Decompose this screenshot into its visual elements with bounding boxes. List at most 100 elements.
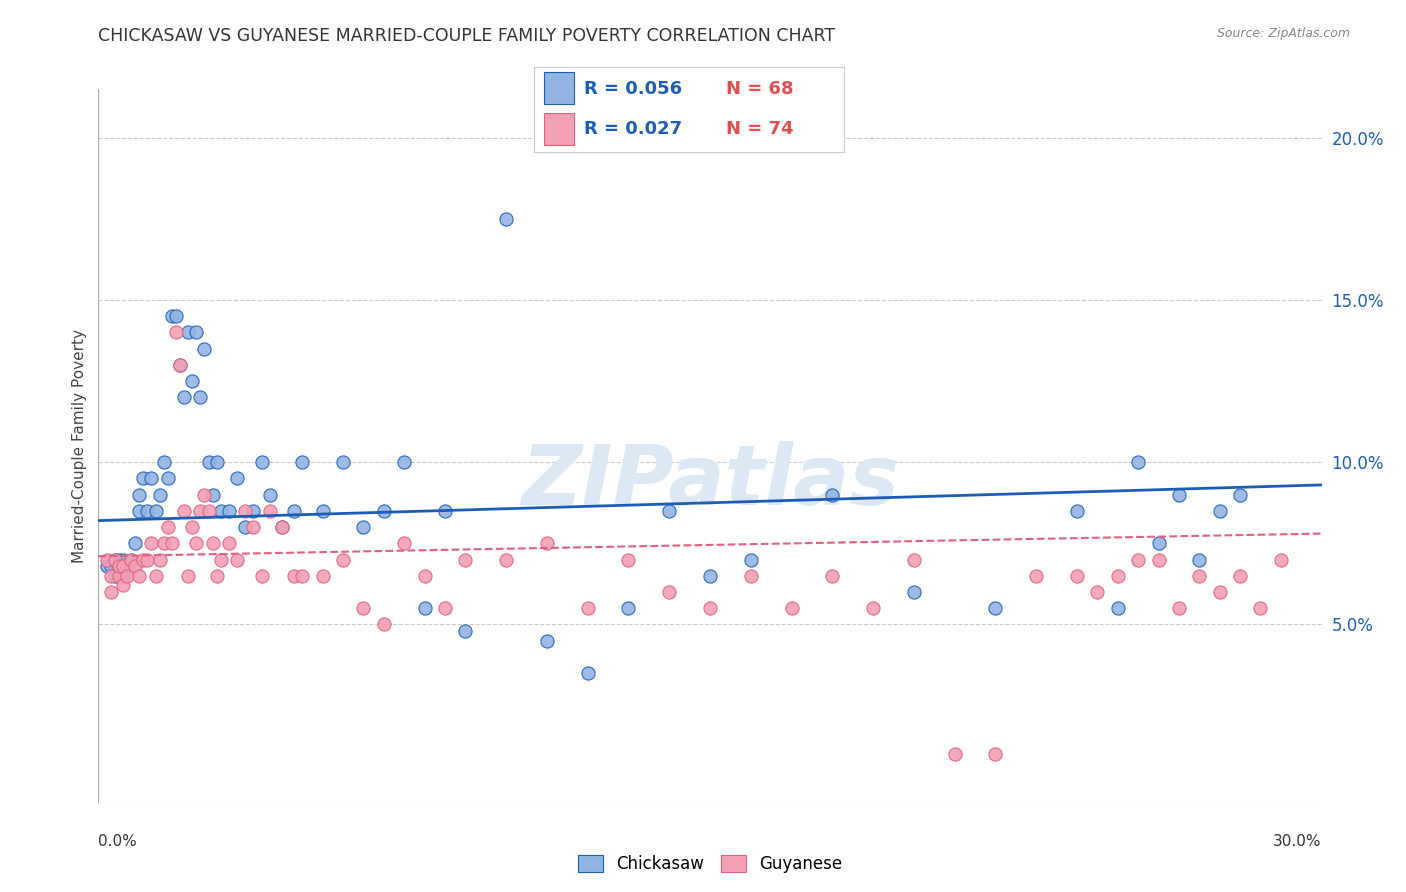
Point: [259, 504, 281, 518]
Point: [1270, 552, 1292, 566]
Text: N = 68: N = 68: [725, 79, 793, 97]
Point: [373, 504, 395, 518]
Point: [903, 552, 925, 566]
Point: [160, 310, 183, 324]
Point: [186, 536, 208, 550]
Point: [1209, 504, 1232, 518]
Point: [108, 559, 131, 574]
Point: [1107, 601, 1129, 615]
Point: [780, 601, 803, 615]
Point: [197, 455, 219, 469]
Text: 0.0%: 0.0%: [98, 834, 138, 849]
Point: [1167, 488, 1189, 502]
Point: [943, 747, 966, 761]
Point: [1025, 568, 1047, 582]
Point: [1229, 488, 1251, 502]
Point: [108, 559, 131, 574]
Point: [617, 601, 640, 615]
Point: [392, 536, 416, 550]
Point: [152, 455, 174, 469]
Legend: Chickasaw, Guyanese: Chickasaw, Guyanese: [571, 848, 849, 880]
Point: [259, 488, 281, 502]
Point: [111, 578, 134, 592]
Point: [100, 585, 122, 599]
Point: [156, 520, 179, 534]
Text: 30.0%: 30.0%: [1274, 834, 1322, 849]
Point: [392, 455, 416, 469]
Point: [132, 471, 155, 485]
Point: [658, 585, 681, 599]
Point: [312, 504, 335, 518]
Point: [699, 601, 721, 615]
Point: [862, 601, 884, 615]
Point: [120, 552, 142, 566]
Point: [145, 504, 167, 518]
Point: [1229, 568, 1251, 582]
Point: [193, 342, 215, 356]
Point: [536, 536, 558, 550]
Point: [205, 455, 228, 469]
Point: [165, 326, 187, 340]
Point: [1128, 552, 1150, 566]
Point: [332, 455, 354, 469]
Point: [352, 520, 374, 534]
Text: R = 0.027: R = 0.027: [583, 120, 682, 138]
Point: [1128, 455, 1150, 469]
Point: [141, 536, 163, 550]
Point: [1167, 601, 1189, 615]
Point: [128, 488, 150, 502]
Point: [156, 471, 179, 485]
Point: [242, 520, 264, 534]
Point: [205, 568, 228, 582]
Point: [250, 568, 273, 582]
Point: [1107, 568, 1129, 582]
Point: [312, 568, 335, 582]
Point: [903, 585, 925, 599]
Point: [226, 552, 249, 566]
Y-axis label: Married-Couple Family Poverty: Married-Couple Family Poverty: [72, 329, 87, 563]
Point: [699, 568, 721, 582]
Point: [104, 552, 127, 566]
Point: [188, 504, 212, 518]
Point: [128, 504, 150, 518]
Point: [181, 520, 204, 534]
Point: [136, 504, 159, 518]
Point: [740, 552, 762, 566]
Text: ZIPatlas: ZIPatlas: [522, 442, 898, 522]
Point: [283, 568, 305, 582]
Text: R = 0.056: R = 0.056: [583, 79, 682, 97]
Point: [821, 488, 844, 502]
Point: [141, 471, 163, 485]
Point: [250, 455, 273, 469]
Point: [576, 601, 599, 615]
Point: [149, 488, 172, 502]
Point: [283, 504, 305, 518]
Point: [160, 536, 183, 550]
Point: [188, 390, 212, 404]
Point: [181, 374, 204, 388]
Point: [169, 358, 191, 372]
Point: [242, 504, 264, 518]
Point: [291, 455, 314, 469]
Point: [1147, 536, 1170, 550]
Point: [576, 666, 599, 681]
Point: [104, 552, 127, 566]
Point: [984, 601, 1007, 615]
Point: [124, 559, 146, 574]
Point: [128, 568, 150, 582]
Point: [111, 568, 134, 582]
Point: [173, 504, 195, 518]
Point: [270, 520, 294, 534]
Point: [373, 617, 395, 632]
Point: [1066, 504, 1088, 518]
Point: [226, 471, 249, 485]
Point: [233, 504, 256, 518]
Point: [434, 504, 457, 518]
Point: [186, 326, 208, 340]
Text: CHICKASAW VS GUYANESE MARRIED-COUPLE FAMILY POVERTY CORRELATION CHART: CHICKASAW VS GUYANESE MARRIED-COUPLE FAM…: [98, 27, 835, 45]
Point: [201, 488, 224, 502]
Point: [209, 504, 232, 518]
Point: [96, 552, 118, 566]
Point: [136, 552, 159, 566]
Point: [1066, 568, 1088, 582]
